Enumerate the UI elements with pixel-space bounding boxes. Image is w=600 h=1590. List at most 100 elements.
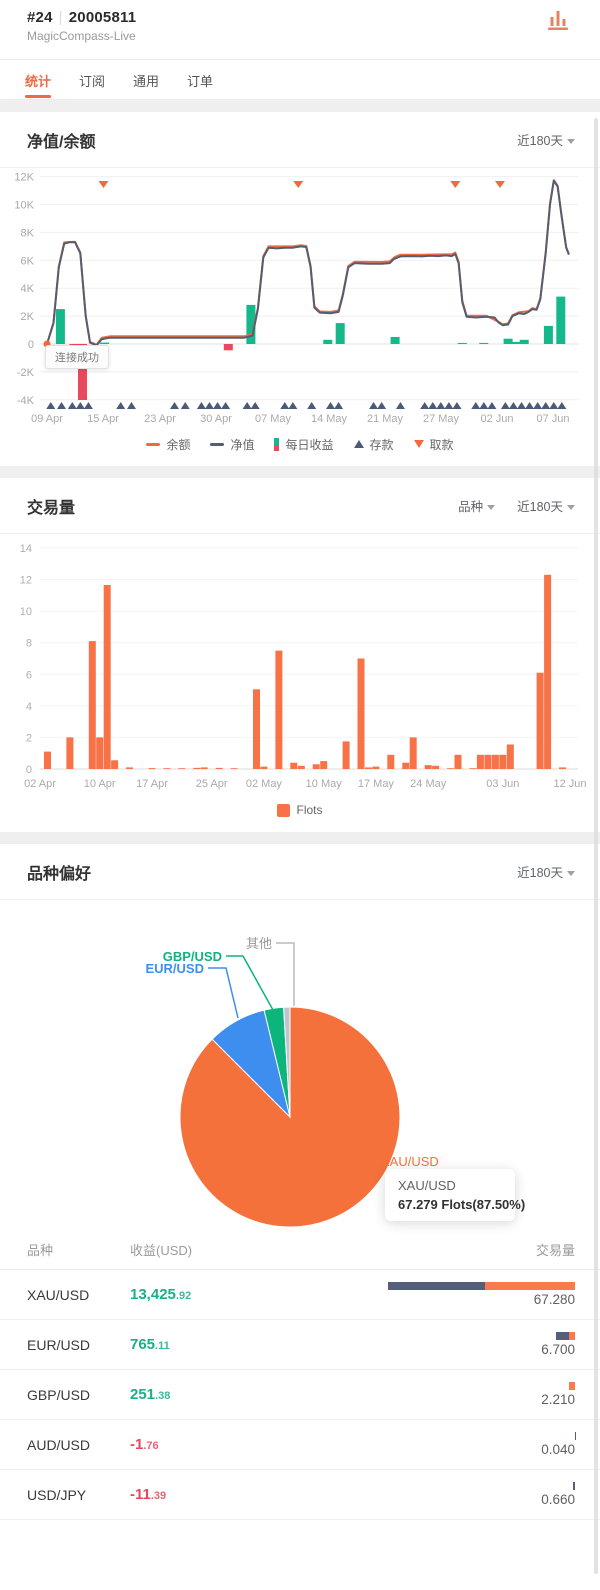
equity-legend-4[interactable]: 取款 <box>413 436 454 453</box>
svg-text:10 May: 10 May <box>306 778 343 790</box>
tab-2[interactable]: 通用 <box>133 74 160 89</box>
svg-text:17 May: 17 May <box>358 778 395 790</box>
volume-legend-0[interactable]: Flots <box>277 803 323 817</box>
chevron-down-icon <box>487 505 496 511</box>
svg-text:03 Jun: 03 Jun <box>486 778 519 790</box>
row-profit: 13,425.92 <box>130 1286 192 1303</box>
tab-1[interactable]: 订阅 <box>79 74 106 89</box>
svg-text:27 May: 27 May <box>423 413 460 425</box>
volume-legend: Flots <box>0 794 600 832</box>
table-row-xau-usd[interactable]: XAU/USD 13,425.92 67.280 <box>0 1270 600 1320</box>
chevron-down-icon <box>567 505 575 511</box>
svg-text:XAU/USD: XAU/USD <box>381 1154 439 1169</box>
svg-text:-2K: -2K <box>17 367 35 379</box>
symbol-filter-select[interactable]: 品种 <box>458 496 496 515</box>
row-symbol: GBP/USD <box>27 1386 91 1403</box>
volume-chart[interactable]: 14 12 10 8 6 4 2 0 02 Apr 10 Apr 17 Apr 25 Apr 02 Ma… <box>0 534 600 794</box>
section-gap <box>0 100 600 112</box>
preference-pie-chart[interactable]: 其他 GBP/USD EUR/USD XAU/USD XAU/USD 67.279 F… <box>0 900 600 1230</box>
volume-chart-svg: 14 12 10 8 6 4 2 0 02 Apr 10 Apr 17 Apr 25 Apr 02 Ma… <box>20 543 587 790</box>
svg-text:30 Apr: 30 Apr <box>200 413 232 425</box>
section-gap <box>0 832 600 844</box>
row-profit: -11.39 <box>130 1486 167 1503</box>
row-volume-value: 2.210 <box>541 1392 575 1407</box>
svg-text:21 May: 21 May <box>367 413 404 425</box>
col-volume: 交易量 <box>535 1243 575 1258</box>
svg-text:8: 8 <box>26 638 32 650</box>
table-row-gbp-usd[interactable]: GBP/USD 251.38 2.210 <box>0 1370 600 1420</box>
row-volume-value: 0.660 <box>541 1492 575 1507</box>
svg-text:10 Apr: 10 Apr <box>84 778 116 790</box>
section-gap <box>0 466 600 478</box>
svg-text:09 Apr: 09 Apr <box>31 413 63 425</box>
account-number: 20005811 <box>68 9 137 26</box>
equity-card-title: 净值/余额 <box>27 133 96 151</box>
volume-bar <box>556 1332 575 1340</box>
svg-text:EUR/USD: EUR/USD <box>145 961 204 976</box>
svg-text:8K: 8K <box>21 227 35 239</box>
row-volume-value: 0.040 <box>541 1442 575 1457</box>
volume-bar <box>573 1482 575 1490</box>
volume-bar <box>568 1382 575 1390</box>
equity-legend-0[interactable]: 余额 <box>146 436 190 453</box>
svg-text:23 Apr: 23 Apr <box>144 413 176 425</box>
server-name: MagicCompass-Live <box>27 29 136 43</box>
volume-range-select[interactable]: 近180天 <box>517 496 575 515</box>
equity-chart-svg: 12K 10K 8K 6K 4K 2K 0 -2K -4K 09 Apr 15 Apr 23 Apr 3… <box>14 172 578 425</box>
svg-text:07 May: 07 May <box>255 413 292 425</box>
equity-range-select[interactable]: 近180天 <box>517 130 575 149</box>
row-volume-value: 6.700 <box>541 1342 575 1357</box>
equity-balance-card: 净值/余额 近180天 12K 10K 8K 6K 4K 2K 0 -2K -4K 09 Apr 1… <box>0 112 600 466</box>
table-row-eur-usd[interactable]: EUR/USD 765.11 6.700 <box>0 1320 600 1370</box>
svg-text:4: 4 <box>26 701 32 713</box>
col-profit: 收益(USD) <box>130 1243 193 1258</box>
row-volume-block: 6.700 <box>541 1332 575 1357</box>
svg-text:6K: 6K <box>21 255 35 267</box>
svg-text:4K: 4K <box>21 283 35 295</box>
app-header: #24 | 20005811 MagicCompass-Live <box>0 0 600 60</box>
tab-bar: 统计 订阅 通用 订单 <box>0 60 600 100</box>
table-row-usd-jpy[interactable]: USD/JPY -11.39 0.660 <box>0 1470 600 1520</box>
table-header: 品种 收益(USD) 交易量 <box>0 1230 600 1270</box>
chevron-down-icon <box>567 139 575 145</box>
svg-text:14 May: 14 May <box>311 413 348 425</box>
tab-3[interactable]: 订单 <box>187 74 214 89</box>
row-volume-block: 2.210 <box>541 1382 575 1407</box>
equity-legend-3[interactable]: 存款 <box>353 436 394 453</box>
tab-0[interactable]: 统计 <box>25 61 52 98</box>
row-symbol: AUD/USD <box>27 1436 91 1453</box>
svg-text:0: 0 <box>26 764 32 776</box>
bar-chart-icon[interactable] <box>546 8 570 32</box>
account-title: #24 | 20005811 <box>27 9 576 26</box>
volume-card: 交易量 品种 近180天 14 12 10 8 6 4 2 0 02 Apr 10 Apr 17 A… <box>0 478 600 832</box>
svg-text:02 Jun: 02 Jun <box>480 413 513 425</box>
svg-text:0: 0 <box>28 339 34 351</box>
svg-text:2: 2 <box>26 732 32 744</box>
col-symbol: 品种 <box>27 1243 54 1258</box>
pie-tooltip: XAU/USD 67.279 Flots(87.50%) <box>385 1169 525 1221</box>
svg-text:10K: 10K <box>14 200 34 212</box>
table-row-aud-usd[interactable]: AUD/USD -1.76 0.040 <box>0 1420 600 1470</box>
row-symbol: USD/JPY <box>27 1486 87 1503</box>
account-id: #24 <box>27 9 53 26</box>
equity-legend-2[interactable]: 每日收益 <box>274 436 334 453</box>
row-profit: 251.38 <box>130 1386 171 1403</box>
connection-tooltip: 连接成功 <box>45 345 109 369</box>
svg-text:6: 6 <box>26 669 32 681</box>
row-volume-block: 67.280 <box>388 1282 575 1307</box>
volume-card-title: 交易量 <box>27 499 76 517</box>
svg-text:GBP/USD: GBP/USD <box>163 949 222 964</box>
row-symbol: XAU/USD <box>27 1286 90 1303</box>
svg-text:24 May: 24 May <box>410 778 447 790</box>
scrollbar[interactable] <box>594 118 598 1574</box>
row-volume-block: 0.040 <box>541 1432 575 1457</box>
equity-legend-1[interactable]: 净值 <box>210 436 254 453</box>
chevron-down-icon <box>567 871 575 877</box>
row-volume-value: 67.280 <box>533 1292 575 1307</box>
equity-chart[interactable]: 12K 10K 8K 6K 4K 2K 0 -2K -4K 09 Apr 15 Apr 23 Apr 3… <box>0 168 600 428</box>
preference-range-select[interactable]: 近180天 <box>517 862 575 881</box>
equity-legend: 余额 净值 每日收益 存款 取款 <box>0 428 600 466</box>
svg-text:07 Jun: 07 Jun <box>536 413 569 425</box>
row-symbol: EUR/USD <box>27 1336 91 1353</box>
svg-text:02 May: 02 May <box>246 778 283 790</box>
